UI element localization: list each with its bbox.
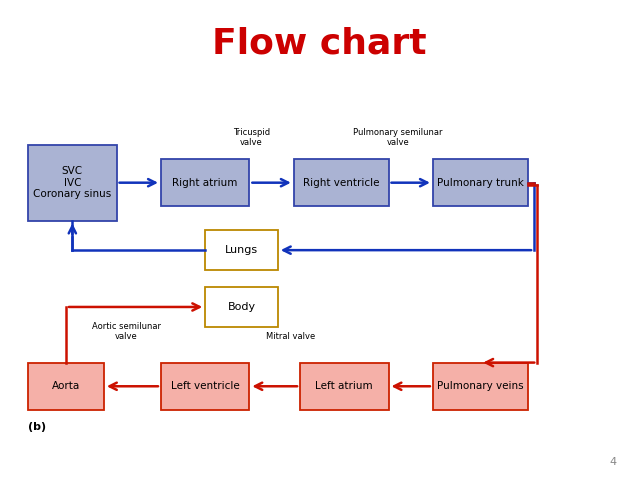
- Text: Flow chart: Flow chart: [212, 26, 426, 60]
- FancyBboxPatch shape: [433, 363, 528, 410]
- Text: 4: 4: [609, 457, 616, 467]
- Text: Mitral valve: Mitral valve: [266, 332, 315, 342]
- Text: Lungs: Lungs: [225, 245, 258, 255]
- FancyBboxPatch shape: [433, 159, 528, 206]
- FancyBboxPatch shape: [161, 159, 249, 206]
- Text: Body: Body: [228, 302, 256, 312]
- FancyBboxPatch shape: [293, 159, 389, 206]
- Text: Aorta: Aorta: [52, 381, 80, 391]
- Text: Tricuspid
valve: Tricuspid valve: [233, 128, 270, 147]
- Text: Pulmonary trunk: Pulmonary trunk: [437, 178, 524, 188]
- Text: Right atrium: Right atrium: [172, 178, 238, 188]
- FancyBboxPatch shape: [300, 363, 389, 410]
- FancyBboxPatch shape: [161, 363, 249, 410]
- FancyBboxPatch shape: [28, 363, 104, 410]
- Text: (b): (b): [28, 422, 46, 432]
- Text: Right ventricle: Right ventricle: [303, 178, 380, 188]
- FancyBboxPatch shape: [28, 145, 117, 220]
- Text: SVC
IVC
Coronary sinus: SVC IVC Coronary sinus: [33, 166, 112, 199]
- Text: Left atrium: Left atrium: [315, 381, 373, 391]
- Text: Left ventricle: Left ventricle: [171, 381, 239, 391]
- Text: Pulmonary veins: Pulmonary veins: [437, 381, 524, 391]
- Text: Aortic semilunar
valve: Aortic semilunar valve: [92, 322, 161, 342]
- FancyBboxPatch shape: [205, 230, 278, 270]
- FancyBboxPatch shape: [205, 287, 278, 327]
- Text: Pulmonary semilunar
valve: Pulmonary semilunar valve: [353, 128, 443, 147]
